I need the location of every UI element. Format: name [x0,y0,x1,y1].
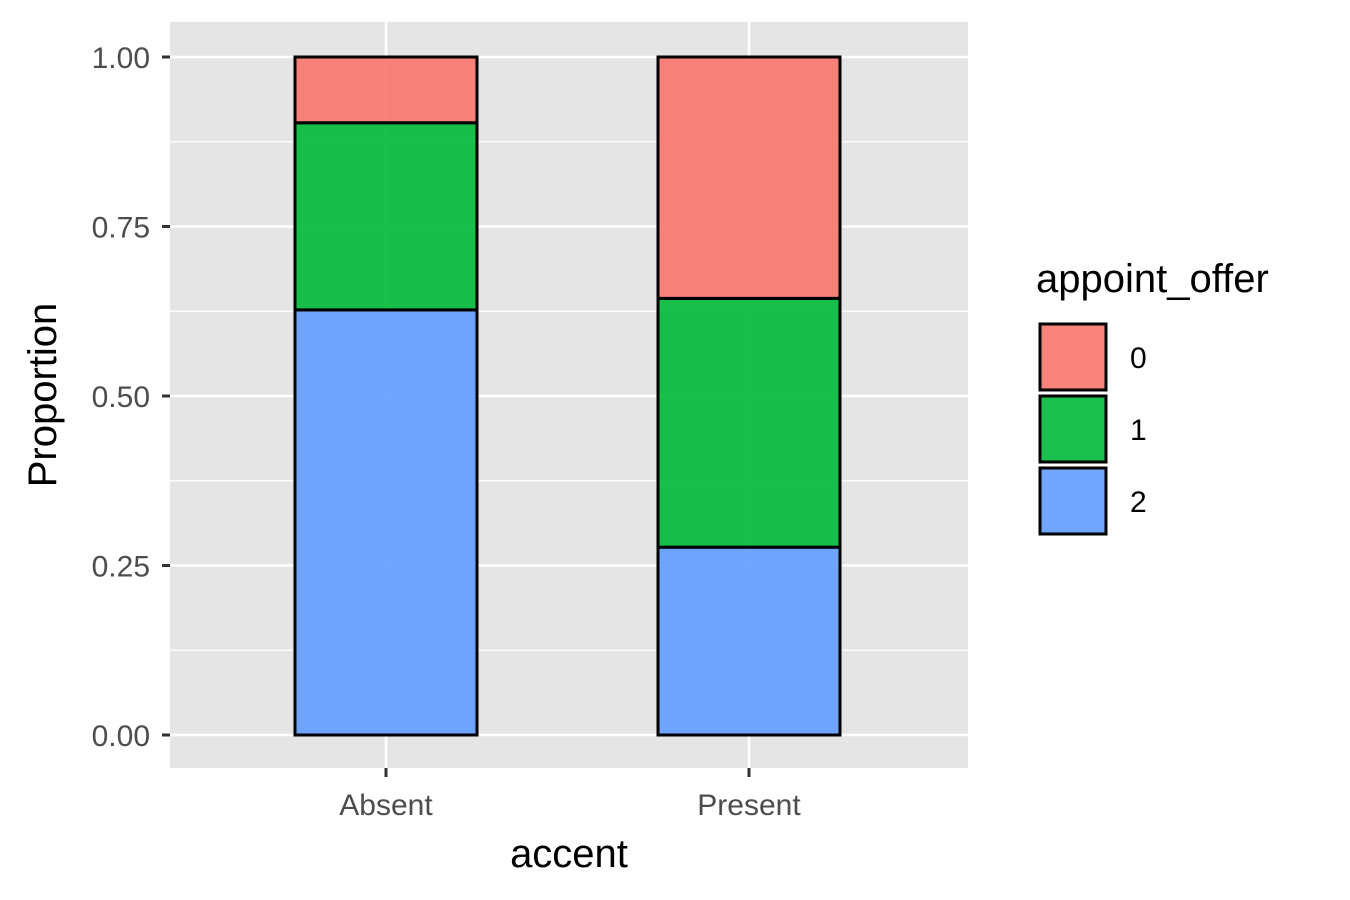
y-tick-label: 0.25 [92,551,150,584]
x-tick-label-absent: Absent [339,789,433,822]
x-axis-title: accent [510,832,628,876]
bar-segment-absent-2 [293,308,479,737]
y-tick-label: 0.75 [92,212,150,245]
y-tick-label: 1.00 [92,42,150,75]
bar-segment-present-2 [656,545,842,737]
bar-segment-absent-1 [293,121,479,312]
y-tick-label: 0.50 [92,381,150,414]
bar-segment-absent-0 [293,55,479,125]
legend-label-2: 2 [1130,486,1147,519]
x-tick-label-present: Present [697,789,801,822]
y-tick-label: 0.00 [92,720,150,753]
x-axis: Absent Present [339,768,801,822]
legend-key-2 [1038,466,1108,536]
legend-label-0: 0 [1130,342,1147,375]
legend-key-1 [1038,394,1108,464]
y-axis: 0.00 0.25 0.50 0.75 1.00 [92,42,170,753]
y-axis-title: Proportion [21,303,65,488]
legend-title: appoint_offer [1036,257,1269,301]
legend: appoint_offer 0 1 2 [1036,257,1269,536]
bars [293,55,842,737]
bar-segment-present-0 [656,55,842,300]
legend-label-1: 1 [1130,414,1147,447]
bar-segment-present-1 [656,296,842,549]
legend-key-0 [1038,322,1108,392]
